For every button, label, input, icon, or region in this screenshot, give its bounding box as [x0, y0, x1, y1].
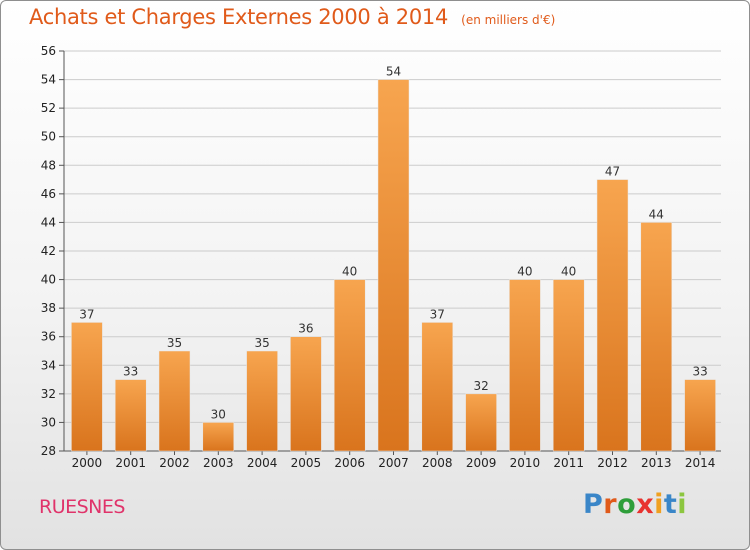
bar — [158, 350, 191, 452]
unit-note: (en milliers d'€) — [461, 13, 556, 27]
logo-letter: o — [617, 489, 637, 520]
bar — [290, 336, 322, 452]
bar-value-label: 36 — [298, 322, 313, 336]
bar-value-label: 30 — [211, 407, 226, 421]
bar — [421, 322, 454, 452]
y-tick-label: 46 — [41, 187, 56, 201]
y-tick-label: 48 — [41, 158, 56, 172]
y-tick-label: 44 — [41, 215, 56, 229]
bar — [684, 379, 716, 452]
bar-value-label: 54 — [386, 65, 401, 79]
y-tick-label: 34 — [41, 358, 56, 372]
bar-value-label: 33 — [123, 365, 138, 379]
bar — [114, 379, 147, 452]
data-labels: 37 33 35 30 35 36 40 54 37 32 40 40 47 44 33 — [79, 65, 707, 422]
bar-value-label: 37 — [430, 307, 445, 321]
x-tick-label: 2002 — [159, 456, 190, 470]
x-tick-label: 2000 — [72, 456, 103, 470]
chart-title: Achats et Charges Externes 2000 à 2014 — [29, 5, 449, 29]
x-tick-label: 2012 — [597, 456, 628, 470]
bar-value-label: 35 — [167, 336, 182, 350]
bar-value-label: 33 — [692, 365, 707, 379]
y-tick-label: 30 — [41, 415, 56, 429]
bar — [246, 350, 278, 452]
bar — [333, 279, 366, 452]
logo-letter: x — [636, 489, 655, 520]
x-tick-label: 2013 — [641, 456, 672, 470]
bar-value-label: 44 — [649, 207, 664, 221]
bar-value-label: 40 — [342, 265, 357, 279]
bar-value-label: 32 — [473, 379, 488, 393]
logo-letter: i — [654, 489, 664, 520]
place-name: RUESNES — [39, 496, 125, 518]
bar-value-label: 40 — [517, 265, 532, 279]
bar — [640, 222, 673, 452]
bar-value-label: 37 — [79, 307, 94, 321]
bar — [202, 422, 235, 452]
bar — [552, 279, 585, 452]
logo-letter: i — [677, 489, 688, 520]
bar — [509, 279, 541, 452]
x-tick-label: 2007 — [378, 456, 409, 470]
x-tick-label: 2003 — [203, 456, 234, 470]
y-tick-label: 52 — [41, 101, 56, 115]
x-tick-label: 2014 — [685, 456, 716, 470]
x-tick-label: 2009 — [466, 456, 497, 470]
y-tick-label: 56 — [41, 44, 56, 58]
y-tick-label: 50 — [41, 130, 56, 144]
bar — [596, 179, 629, 452]
x-tick-labels: 2000 2001 2002 2003 2004 2005 2006 2007 2008 2009… — [72, 456, 716, 470]
y-tick-label: 42 — [41, 244, 56, 258]
x-tick-label: 2010 — [510, 456, 541, 470]
bar-value-label: 35 — [254, 336, 269, 350]
x-tick-label: 2001 — [115, 456, 146, 470]
y-tick-label: 28 — [41, 444, 56, 458]
y-tick-label: 36 — [41, 330, 56, 344]
x-tick-label: 2004 — [247, 456, 278, 470]
bar-value-label: 40 — [561, 265, 576, 279]
y-tick-label: 38 — [41, 301, 56, 315]
x-tick-label: 2005 — [291, 456, 322, 470]
bar — [465, 393, 497, 452]
bars — [71, 79, 716, 452]
logo-letter: t — [663, 489, 678, 520]
bar — [71, 322, 103, 452]
x-tick-label: 2011 — [553, 456, 584, 470]
proxiti-logo: Proxiti — [583, 489, 687, 520]
logo-letter: r — [603, 489, 618, 520]
y-tick-labels: 28 30 32 34 36 38 40 42 44 46 48 50 52 54 56 — [41, 44, 56, 458]
y-tick-label: 40 — [41, 273, 56, 287]
title-row: Achats et Charges Externes 2000 à 2014 (… — [29, 5, 555, 29]
logo-letter: P — [583, 489, 604, 520]
y-tick-label: 32 — [41, 387, 56, 401]
y-tick-label: 54 — [41, 73, 56, 87]
bar-value-label: 47 — [605, 165, 620, 179]
bar — [377, 79, 410, 452]
x-tick-label: 2008 — [422, 456, 453, 470]
x-tick-label: 2006 — [334, 456, 365, 470]
